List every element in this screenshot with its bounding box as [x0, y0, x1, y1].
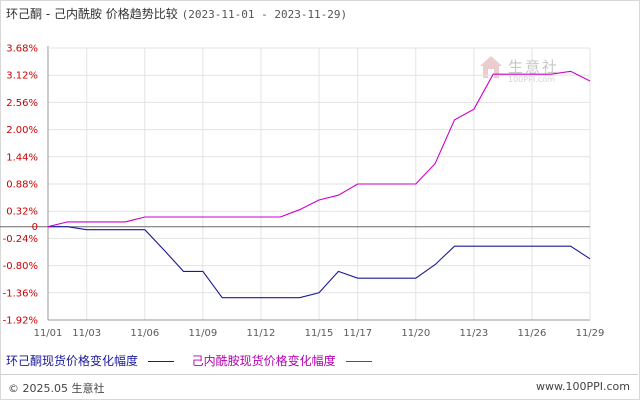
legend-swatch-series-2: [345, 361, 372, 362]
x-tick-label: 11/03: [72, 328, 101, 339]
chart-title: 环己酮 - 己内酰胺 价格趋势比较: [6, 7, 178, 21]
x-tick-label: 11/09: [188, 328, 217, 339]
y-tick-label: 0: [32, 222, 38, 233]
y-tick-label: 2.00%: [6, 125, 38, 136]
y-tick-label: -1.36%: [3, 288, 38, 299]
y-tick-label: 2.56%: [6, 98, 38, 109]
x-tick-label: 11/12: [247, 328, 276, 339]
x-tick-labels: 11/01 11/03 11/06 11/09 11/12 11/15 11/17 11/20…: [34, 328, 605, 339]
y-tick-label: 0.32%: [6, 207, 38, 218]
axis-layer: [0, 46, 591, 321]
series-line-2: [47, 70, 591, 228]
y-tick-label: -1.92%: [3, 316, 38, 327]
legend-label-series-1: 环己酮现货价格变化幅度: [6, 354, 139, 368]
x-tick-label: 11/26: [518, 328, 547, 339]
site-url: www.100PPI.com: [536, 380, 630, 393]
y-tick-label: 3.12%: [6, 71, 38, 82]
copyright-text: © 2025.05 生意社: [8, 382, 105, 395]
legend-swatch-series-1: [147, 361, 174, 362]
series-layer: [47, 70, 591, 299]
legend-item-series-2: 己内酰胺现货价格变化幅度: [192, 352, 372, 369]
x-tick-label: 11/06: [130, 328, 159, 339]
y-tick-label: 0.88%: [6, 180, 38, 191]
y-tick-labels: 3.68% 3.12% 2.56% 2.00% 1.44% 0.88% 0.32% 0-0.2…: [3, 44, 38, 327]
line-chart: 3.68% 3.12% 2.56% 2.00% 1.44% 0.88% 0.32% 0-0.2…: [0, 44, 605, 339]
date-range: (2023-11-01 - 2023-11-29): [181, 8, 348, 21]
x-tick-label: 11/23: [459, 328, 488, 339]
x-tick-label: 11/01: [34, 328, 63, 339]
chart-legend: 环己酮现货价格变化幅度 己内酰胺现货价格变化幅度: [6, 352, 386, 369]
x-tick-label: 11/15: [305, 328, 334, 339]
footer-divider: [0, 374, 638, 375]
watermark-text: 生意社: [508, 58, 560, 76]
x-tick-label: 11/29: [576, 328, 605, 339]
x-tick-label: 11/20: [401, 328, 430, 339]
grid-layer: [47, 47, 591, 321]
house-logo-icon: [480, 56, 502, 78]
y-tick-label: 3.68%: [6, 44, 38, 55]
y-tick-label: -0.24%: [3, 234, 38, 245]
y-tick-label: 1.44%: [6, 152, 38, 163]
series-line-1: [48, 226, 591, 299]
legend-item-series-1: 环己酮现货价格变化幅度: [6, 352, 174, 369]
y-tick-label: -0.80%: [3, 261, 38, 272]
legend-label-series-2: 己内酰胺现货价格变化幅度: [191, 354, 336, 368]
chart-title-row: 环己酮 - 己内酰胺 价格趋势比较 (2023-11-01 - 2023-11-…: [6, 5, 347, 22]
x-tick-label: 11/17: [343, 328, 372, 339]
